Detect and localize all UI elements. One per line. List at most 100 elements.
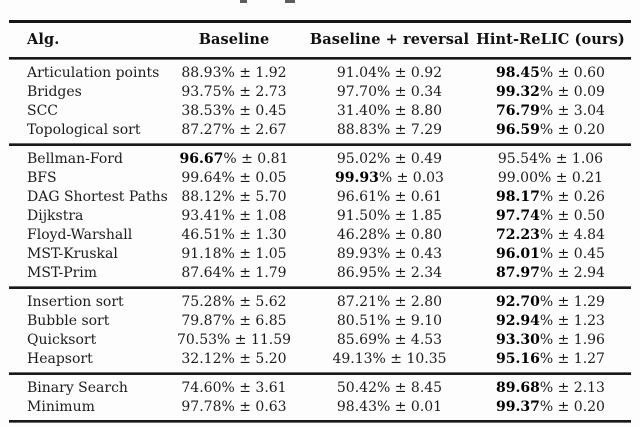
score-value: 74.60 (181, 380, 222, 396)
score-cell: 31.40% ± 8.80 (309, 102, 470, 121)
score-error: % ± 1.79 (221, 265, 287, 281)
table-row: Bubble sort 79.87% ± 6.85 80.51% ± 9.10 92.… (9, 312, 631, 331)
score-error: % ± 11.59 (217, 332, 292, 348)
score-error: % ± 1.06 (537, 151, 604, 167)
score-error: % ± 0.34 (376, 84, 443, 100)
score-error: % ± 0.45 (221, 103, 287, 119)
score-cell: 97.70% ± 0.34 (309, 83, 470, 102)
score-cell: 85.69% ± 4.53 (309, 331, 470, 350)
score-cell: 96.61% ± 0.61 (309, 188, 470, 207)
table-row: BFS 99.64% ± 0.05 99.93% ± 0.03 99.00% ± 0.… (9, 169, 631, 188)
score-cell: 96.59% ± 0.20 (470, 121, 631, 140)
score-value: 97.74 (496, 208, 540, 224)
algorithm-name: Articulation points (27, 65, 160, 81)
score-value: 76.79 (496, 103, 540, 119)
table-row: Heapsort 32.12% ± 5.20 49.13% ± 10.35 95.16… (9, 350, 631, 369)
score-error: % ± 2.80 (376, 294, 443, 310)
score-value: 92.70 (496, 294, 540, 310)
header-separator-row (9, 54, 631, 64)
score-cell: 92.94% ± 1.23 (470, 312, 631, 331)
score-cell: 91.50% ± 1.85 (309, 207, 470, 226)
score-error: % ± 0.50 (539, 208, 605, 224)
table-row: Floyd-Warshall 46.51% ± 1.30 46.28% ± 0.80… (9, 226, 631, 245)
score-cell: 97.74% ± 0.50 (470, 207, 631, 226)
group-separator-rule (9, 372, 631, 375)
table-footer (9, 417, 631, 427)
score-error: % ± 9.10 (376, 313, 443, 329)
table-header: Alg. Baseline Baseline + reversal Hint-R… (9, 22, 631, 65)
score-error: % ± 0.05 (221, 170, 287, 186)
score-error: % ± 0.61 (376, 189, 443, 205)
score-error: % ± 2.73 (221, 84, 287, 100)
score-value: 38.53 (181, 103, 222, 119)
score-error: % ± 0.63 (221, 399, 287, 415)
score-cell: 91.18% ± 1.05 (159, 245, 309, 264)
score-value: 87.21 (336, 294, 377, 310)
score-value: 88.12 (181, 189, 222, 205)
score-error: % ± 0.92 (376, 65, 443, 81)
score-cell: 99.32% ± 0.09 (470, 83, 631, 102)
score-value: 91.18 (181, 246, 222, 262)
results-table: Alg. Baseline Baseline + reversal Hint-R… (9, 20, 631, 427)
score-error: % ± 0.26 (539, 189, 605, 205)
score-error: % ± 7.29 (376, 122, 443, 138)
score-cell: 92.70% ± 1.29 (470, 293, 631, 312)
score-value: 88.93 (181, 65, 222, 81)
group-separator-row (9, 140, 631, 150)
score-cell: 97.78% ± 0.63 (159, 398, 309, 417)
score-cell: 88.83% ± 7.29 (309, 121, 470, 140)
score-value: 97.70 (336, 84, 377, 100)
score-value: 98.45 (496, 65, 540, 81)
score-cell: 75.28% ± 5.62 (159, 293, 309, 312)
score-value: 97.78 (181, 399, 222, 415)
score-cell: 98.17% ± 0.26 (470, 188, 631, 207)
score-cell: 46.28% ± 0.80 (309, 226, 470, 245)
score-error: % ± 10.35 (372, 351, 447, 367)
score-cell: 95.54% ± 1.06 (470, 150, 631, 169)
table-row: Bridges 93.75% ± 2.73 97.70% ± 0.34 99.32% … (9, 83, 631, 102)
score-value: 95.54 (497, 151, 538, 167)
algorithm-name: Topological sort (27, 122, 141, 138)
score-cell: 88.93% ± 1.92 (159, 64, 309, 83)
score-value: 93.41 (181, 208, 222, 224)
score-value: 88.83 (336, 122, 377, 138)
column-header-hint-relic: Hint-ReLIC (ours) (476, 31, 625, 48)
score-error: % ± 0.43 (376, 246, 443, 262)
score-value: 93.30 (496, 332, 540, 348)
algorithm-name: MST-Prim (27, 265, 98, 281)
score-cell: 87.97% ± 2.94 (470, 264, 631, 283)
score-value: 46.51 (181, 227, 222, 243)
algorithm-name: Dijkstra (27, 208, 84, 224)
cropped-caption-remnant (240, 0, 247, 3)
algorithm-name: Floyd-Warshall (27, 227, 133, 243)
group-separator-rule (9, 143, 631, 146)
score-value: 96.59 (496, 122, 540, 138)
score-cell: 38.53% ± 0.45 (159, 102, 309, 121)
algorithm-name: SCC (27, 103, 59, 119)
score-value: 98.43 (336, 399, 377, 415)
score-cell: 72.23% ± 4.84 (470, 226, 631, 245)
score-error: % ± 1.08 (221, 208, 287, 224)
score-error: % ± 1.29 (539, 294, 605, 310)
score-cell: 87.27% ± 2.67 (159, 121, 309, 140)
score-error: % ± 5.70 (221, 189, 287, 205)
score-value: 91.50 (336, 208, 377, 224)
score-cell: 70.53% ± 11.59 (159, 331, 309, 350)
score-cell: 99.93% ± 0.03 (309, 169, 470, 188)
score-value: 89.93 (336, 246, 377, 262)
table-row: DAG Shortest Paths 88.12% ± 5.70 96.61% ± … (9, 188, 631, 207)
score-error: % ± 1.85 (376, 208, 443, 224)
score-cell: 96.01% ± 0.45 (470, 245, 631, 264)
score-value: 96.67 (179, 151, 224, 167)
score-value: 99.32 (496, 84, 540, 100)
score-cell: 89.93% ± 0.43 (309, 245, 470, 264)
score-value: 87.97 (496, 265, 540, 281)
score-cell: 93.41% ± 1.08 (159, 207, 309, 226)
algorithm-name: Bubble sort (27, 313, 110, 329)
score-value: 95.02 (336, 151, 377, 167)
score-cell: 32.12% ± 5.20 (159, 350, 309, 369)
algorithm-name: MST-Kruskal (27, 246, 118, 262)
header-row: Alg. Baseline Baseline + reversal Hint-R… (9, 22, 631, 55)
score-cell: 76.79% ± 3.04 (470, 102, 631, 121)
score-cell: 93.30% ± 1.96 (470, 331, 631, 350)
